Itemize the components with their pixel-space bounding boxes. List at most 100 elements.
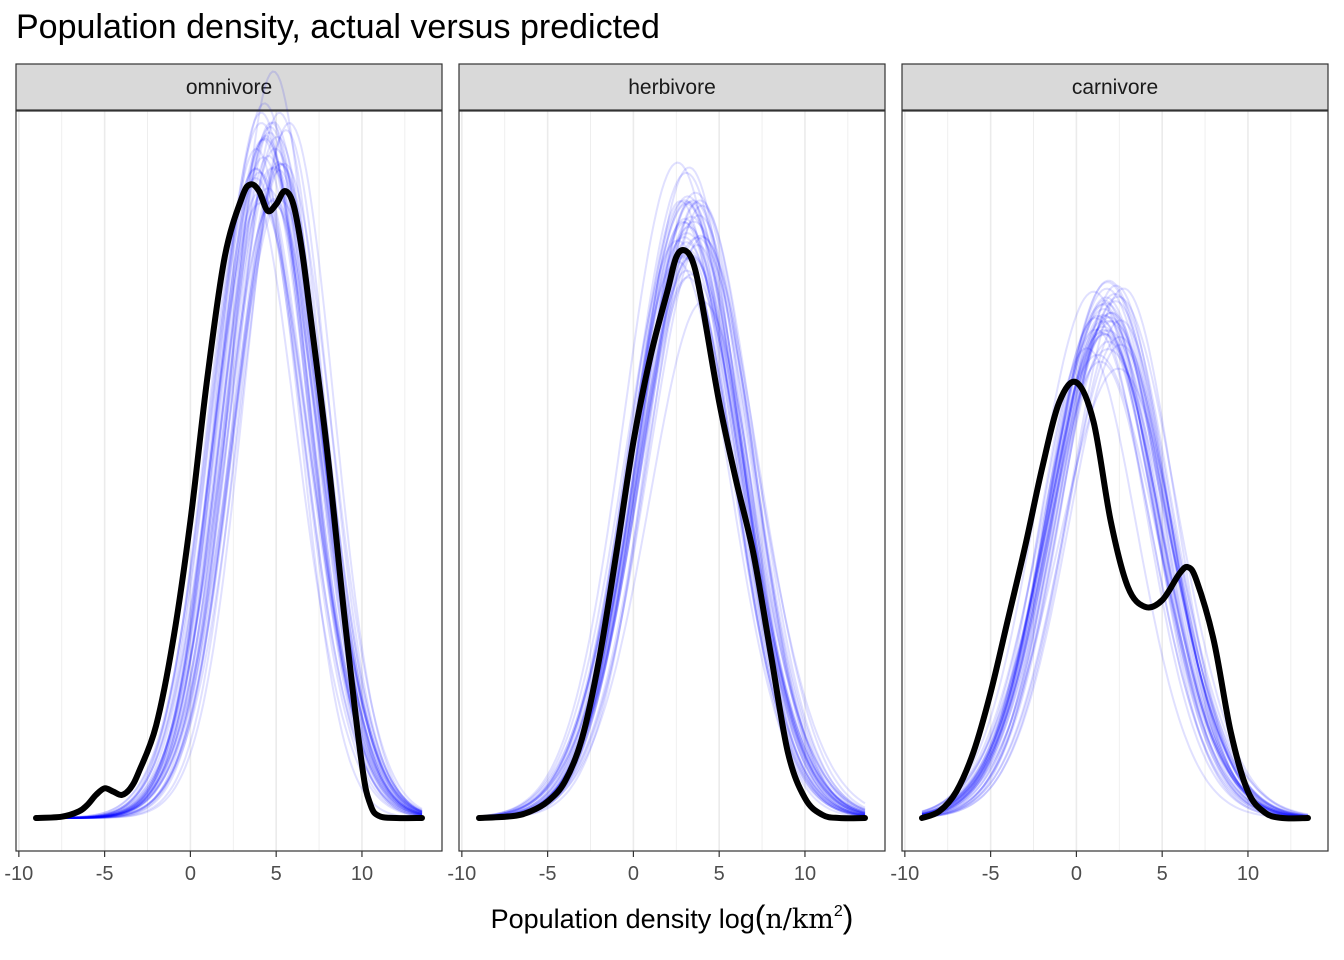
x-tick-label: 0: [185, 863, 196, 885]
predicted-draw-line: [478, 236, 866, 819]
predicted-draw-line: [921, 314, 1309, 819]
predicted-draw-line: [36, 205, 423, 819]
predicted-draw-line: [478, 161, 866, 818]
predicted-draw-line: [478, 236, 866, 818]
predicted-draw-line: [921, 311, 1309, 819]
x-tick-label: -5: [982, 863, 1000, 885]
x-tick-label: 10: [351, 863, 373, 885]
predicted-draw-line: [921, 284, 1309, 819]
predicted-draw-line: [36, 162, 423, 819]
predicted-draw-line: [921, 320, 1309, 819]
x-axis-label-paren-open: (: [755, 899, 766, 935]
panel-border: [458, 110, 886, 852]
predicted-draw-line: [36, 167, 423, 819]
predicted-draw-line: [478, 199, 866, 819]
chart-title: Population density, actual versus predic…: [16, 8, 660, 46]
predicted-draw-line: [36, 187, 423, 819]
predicted-draw-line: [921, 314, 1309, 819]
predicted-draw-line: [921, 360, 1309, 819]
predicted-draw-line: [36, 70, 423, 819]
predicted-draw-line: [921, 325, 1309, 818]
predicted-draw-line: [36, 198, 423, 819]
predicted-draw-line: [478, 199, 866, 818]
x-tick-label: -10: [4, 863, 33, 885]
panel-border: [901, 110, 1329, 852]
x-tick-label: -10: [447, 863, 476, 885]
predicted-draw-line: [478, 202, 866, 818]
x-tick-label: 0: [628, 863, 639, 885]
predicted-draw-line: [921, 332, 1309, 818]
facet-strip: [901, 63, 1329, 111]
predicted-draw-line: [36, 166, 423, 819]
predicted-draw-line: [478, 195, 866, 819]
facet-strip: [15, 63, 443, 111]
predicted-draw-line: [921, 311, 1309, 818]
predicted-draw-line: [921, 300, 1309, 819]
x-tick-label: 5: [714, 863, 725, 885]
facet-strip-label: herbivore: [628, 76, 716, 99]
x-axis-label-unit: n/km: [765, 904, 833, 935]
predicted-draw-line: [478, 191, 866, 819]
predicted-draw-line: [478, 234, 866, 818]
x-tick-label: 5: [271, 863, 282, 885]
facet-strip: [458, 63, 886, 111]
predicted-draw-line: [921, 307, 1309, 818]
panel-background: [902, 111, 1328, 851]
predicted-draw-line: [36, 129, 423, 819]
observed-density-line: [33, 181, 425, 822]
predicted-draw-line: [36, 169, 423, 819]
predicted-draw-line: [36, 194, 423, 819]
predicted-draw-line: [36, 135, 423, 819]
facet-herbivore: herbivore -10 -5 0 5 10: [447, 63, 886, 885]
predicted-draw-line: [36, 137, 423, 819]
predicted-draw-line: [478, 172, 866, 818]
predicted-draw-line: [921, 299, 1308, 819]
predicted-draw-line: [921, 347, 1308, 819]
predicted-draw-line: [921, 343, 1309, 819]
predicted-draw-line: [478, 220, 866, 819]
predicted-draw-line: [921, 335, 1309, 819]
predicted-draw-line: [921, 340, 1309, 819]
x-tick-label: -5: [96, 863, 114, 885]
facet-strip-label: carnivore: [1072, 76, 1158, 99]
predicted-draw-line: [36, 162, 423, 819]
predicted-draw-line: [36, 147, 423, 819]
predicted-draw-line: [36, 121, 423, 819]
predicted-draw-line: [921, 303, 1309, 818]
predicted-draw-line: [36, 125, 423, 819]
x-axis-label-prefix: Population density log: [491, 904, 755, 934]
predicted-draw-line: [921, 295, 1309, 816]
predicted-draw-line: [921, 333, 1309, 818]
x-axis-label-exponent: 2: [834, 903, 843, 920]
predicted-draw-line: [36, 199, 423, 819]
x-axis-label: Population density log(n/km2): [491, 899, 854, 935]
facet-strip-label: omnivore: [186, 76, 272, 99]
panel-border: [15, 110, 443, 852]
predicted-draw-line: [36, 198, 423, 819]
predicted-draw-line: [478, 217, 866, 819]
x-axis-label-paren-close: ): [843, 899, 854, 935]
predicted-draw-line: [36, 162, 423, 819]
predicted-draw-line: [921, 328, 1309, 818]
x-tick-label: 5: [1157, 863, 1168, 885]
predicted-draw-line: [921, 331, 1309, 819]
observed-density-line: [476, 247, 868, 822]
predicted-draw-line: [36, 161, 423, 819]
predicted-draw-line: [36, 183, 423, 819]
predicted-draw-line: [478, 200, 866, 819]
predicted-draw-line: [921, 313, 1309, 819]
x-tick-label: -5: [539, 863, 557, 885]
predicted-draw-line: [921, 328, 1308, 819]
x-tick-label: 0: [1071, 863, 1082, 885]
observed-density-line: [919, 378, 1311, 822]
predicted-draw-line: [36, 111, 423, 819]
x-tick-label: 10: [794, 863, 816, 885]
predicted-draw-line: [921, 317, 1309, 819]
predicted-draw-line: [478, 232, 866, 818]
facet-carnivore: carnivore -10 -5 0 5 10: [890, 63, 1329, 885]
predicted-draw-line: [479, 200, 866, 819]
predicted-draw-line: [36, 121, 423, 819]
predicted-draw-line: [36, 122, 423, 819]
predicted-draw-line: [921, 353, 1309, 818]
